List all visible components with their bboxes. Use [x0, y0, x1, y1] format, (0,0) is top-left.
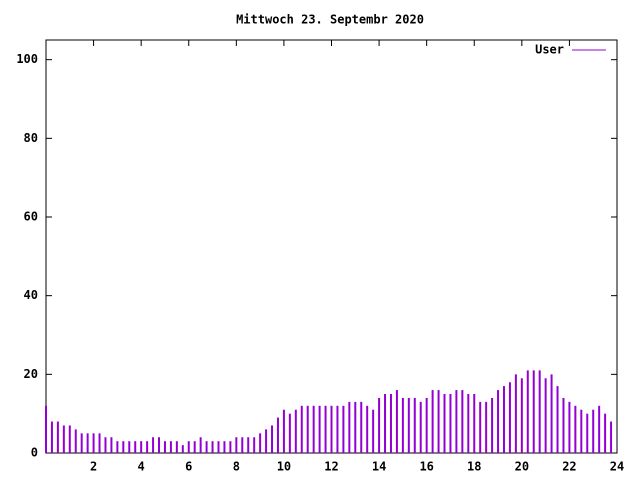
x-tick-label: 2: [90, 460, 97, 474]
y-tick-label: 60: [24, 210, 38, 224]
x-tick-label: 10: [277, 460, 291, 474]
y-tick-label: 100: [16, 52, 38, 66]
x-tick-label: 20: [515, 460, 529, 474]
x-tick-label: 18: [467, 460, 481, 474]
x-tick-label: 8: [233, 460, 240, 474]
x-tick-label: 14: [372, 460, 386, 474]
x-tick-label: 22: [562, 460, 576, 474]
x-tick-label: 16: [419, 460, 433, 474]
y-tick-label: 80: [24, 131, 38, 145]
y-tick-label: 20: [24, 367, 38, 381]
x-tick-label: 6: [185, 460, 192, 474]
y-tick-label: 0: [31, 446, 38, 460]
x-tick-label: 12: [324, 460, 338, 474]
chart-title: Mittwoch 23. Septembr 2020: [236, 13, 424, 27]
x-tick-label: 24: [610, 460, 624, 474]
legend-label: User: [535, 43, 564, 57]
x-tick-label: 4: [138, 460, 145, 474]
y-tick-label: 40: [24, 288, 38, 302]
